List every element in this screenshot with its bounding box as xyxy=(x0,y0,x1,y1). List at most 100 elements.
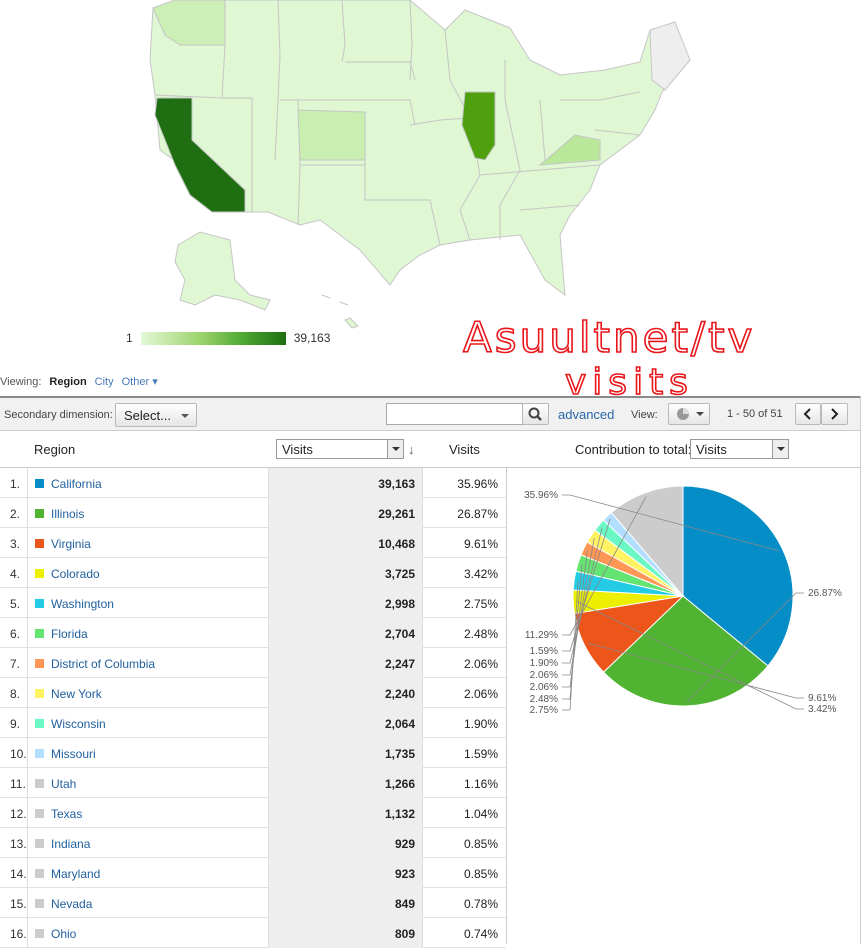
advanced-filter-link[interactable]: advanced xyxy=(558,407,615,422)
row-number: 9. xyxy=(0,708,28,738)
contribution-panel xyxy=(506,468,861,944)
view-type-button[interactable] xyxy=(668,403,710,425)
pie-slice-label: 26.87% xyxy=(808,588,842,599)
region-link[interactable]: Missouri xyxy=(51,747,96,761)
row-number: 13. xyxy=(0,828,28,858)
pie-label-connector xyxy=(562,527,603,664)
region-link[interactable]: New York xyxy=(51,687,102,701)
region-link[interactable]: Wisconsin xyxy=(51,717,106,731)
pie-slice-label: 1.59% xyxy=(530,646,558,657)
pie-slice-label: 3.42% xyxy=(808,704,836,715)
visits-percent: 1.90% xyxy=(463,717,498,731)
view-option-region[interactable]: Region xyxy=(49,375,87,402)
visits-value: 2,247 xyxy=(268,648,423,678)
table-row: 2. Illinois 29,261 26.87% xyxy=(0,498,506,528)
column-header-visits[interactable]: Visits xyxy=(449,442,480,457)
map-state-washington xyxy=(152,0,226,46)
row-color-swatch xyxy=(35,479,44,488)
row-color-swatch xyxy=(35,599,44,608)
row-number: 14. xyxy=(0,858,28,888)
region-link[interactable]: Texas xyxy=(51,807,83,821)
visits-value: 849 xyxy=(268,888,423,918)
sort-descending-icon[interactable]: ↓ xyxy=(408,442,415,457)
contribution-dropdown-value: Visits xyxy=(696,442,727,457)
visits-value: 2,064 xyxy=(268,708,423,738)
search-icon xyxy=(528,407,542,421)
row-number: 6. xyxy=(0,618,28,648)
handwriting-line2: visits xyxy=(565,362,694,400)
row-number: 15. xyxy=(0,888,28,918)
chevron-down-icon xyxy=(772,440,788,458)
region-link[interactable]: Washington xyxy=(51,597,114,611)
handwritten-annotation: Asuultnet/tv visits xyxy=(462,312,755,400)
row-color-swatch xyxy=(35,869,44,878)
us-map[interactable] xyxy=(0,0,861,357)
prev-page-button[interactable] xyxy=(795,403,821,425)
map-state-virginia xyxy=(538,134,601,166)
row-color-swatch xyxy=(35,569,44,578)
view-option-city[interactable]: City xyxy=(94,375,114,388)
metric-dropdown[interactable]: Visits xyxy=(276,439,404,459)
secondary-dimension-select[interactable]: Select... xyxy=(115,403,197,427)
visits-value: 39,163 xyxy=(268,468,423,498)
pie-slice[interactable] xyxy=(610,485,684,598)
visits-percent: 2.06% xyxy=(463,687,498,701)
region-link[interactable]: Colorado xyxy=(51,567,100,581)
visits-percent: 1.59% xyxy=(463,747,498,761)
legend-max: 39,163 xyxy=(293,331,331,345)
region-link[interactable]: District of Columbia xyxy=(51,657,156,671)
table-row: 5. Washington 2,998 2.75% xyxy=(0,588,506,618)
contribution-dropdown[interactable]: Visits xyxy=(690,439,789,459)
visits-percent: 0.85% xyxy=(463,867,498,881)
chevron-down-icon xyxy=(387,440,403,458)
map-state-california xyxy=(154,97,246,213)
visits-percent: 26.87% xyxy=(457,507,498,521)
visits-value: 2,704 xyxy=(268,618,423,648)
visits-percent: 35.96% xyxy=(457,477,498,491)
visits-percent: 2.06% xyxy=(463,657,498,671)
region-link[interactable]: California xyxy=(51,477,102,491)
row-number: 2. xyxy=(0,498,28,528)
row-color-swatch xyxy=(35,839,44,848)
row-color-swatch xyxy=(35,779,44,788)
region-link[interactable]: Illinois xyxy=(51,507,85,521)
table-row: 3. Virginia 10,468 9.61% xyxy=(0,528,506,558)
viewing-selector: Viewing: Region City Other ▾ xyxy=(0,375,158,402)
pie-label-connector xyxy=(562,564,583,700)
table-row: 12. Texas 1,132 1.04% xyxy=(0,798,506,828)
row-color-swatch xyxy=(35,809,44,818)
row-color-swatch xyxy=(35,689,44,698)
table-row: 9. Wisconsin 2,064 1.90% xyxy=(0,708,506,738)
region-link[interactable]: Florida xyxy=(51,627,88,641)
pie-label-connector xyxy=(562,550,588,688)
row-color-swatch xyxy=(35,749,44,758)
column-header-region[interactable]: Region xyxy=(34,442,76,457)
pie-chart-icon xyxy=(677,408,704,420)
pie-slice[interactable] xyxy=(602,595,769,707)
geo-map[interactable] xyxy=(0,0,861,357)
contribution-pie-chart[interactable]: 35.96%26.87%9.61%3.42%2.75%2.48%2.06%2.0… xyxy=(512,476,854,716)
region-link[interactable]: Ohio xyxy=(51,927,77,941)
search-button[interactable] xyxy=(522,403,549,425)
region-link[interactable]: Maryland xyxy=(51,867,101,881)
visits-value: 1,132 xyxy=(268,798,423,828)
secondary-dimension-label: Secondary dimension: xyxy=(4,409,113,421)
metric-dropdown-value: Visits xyxy=(282,442,313,457)
view-option-other[interactable]: Other ▾ xyxy=(121,376,158,388)
handwriting-line1: Asuultnet/tv xyxy=(463,313,755,362)
region-link[interactable]: Indiana xyxy=(51,837,91,851)
region-link[interactable]: Virginia xyxy=(51,537,91,551)
viewing-label: Viewing: xyxy=(0,375,42,388)
next-page-button[interactable] xyxy=(821,403,848,425)
region-link[interactable]: Utah xyxy=(51,777,77,791)
row-number: 16. xyxy=(0,918,28,948)
visits-percent: 1.16% xyxy=(463,777,498,791)
region-link[interactable]: Nevada xyxy=(51,897,93,911)
pie-slice[interactable] xyxy=(682,485,794,667)
visits-value: 2,240 xyxy=(268,678,423,708)
row-number: 12. xyxy=(0,798,28,828)
pie-slice-label: 9.61% xyxy=(808,693,836,704)
search-input[interactable] xyxy=(386,403,523,425)
pie-slice-label: 1.90% xyxy=(530,658,558,669)
map-state-colorado xyxy=(297,109,366,161)
